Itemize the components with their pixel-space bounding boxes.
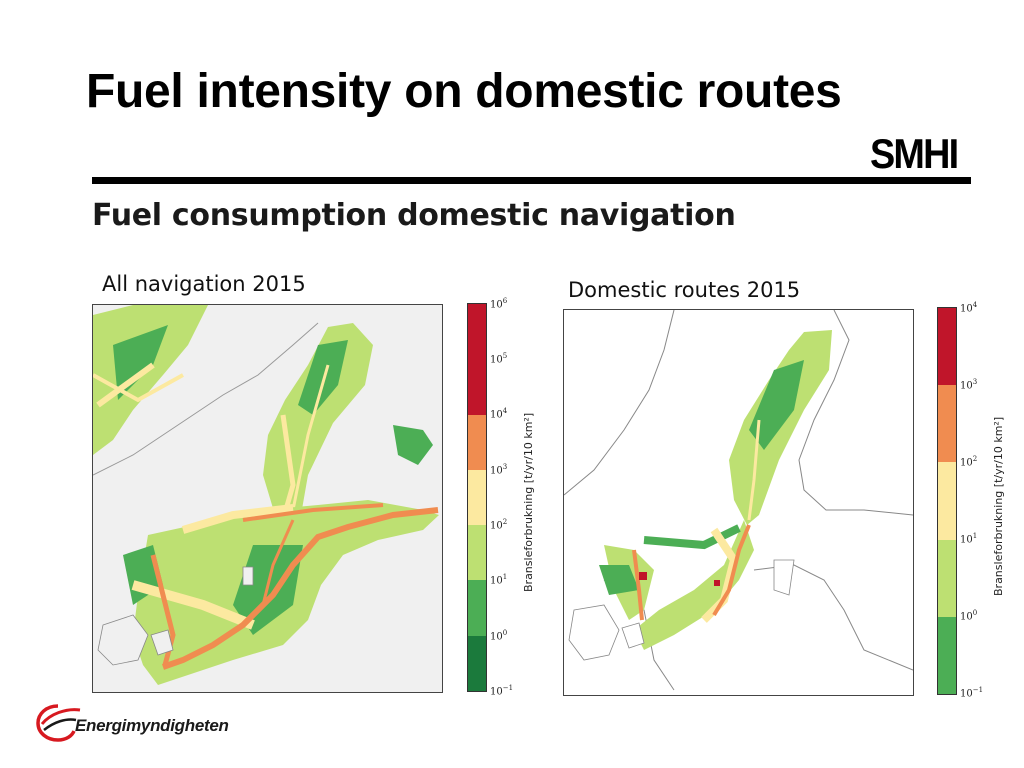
colorbar-segment [468,525,486,581]
title-divider [92,177,971,184]
left-cbar-tick: 106 [490,297,508,311]
colorbar-segment [938,539,956,617]
domestic-routes-map [563,309,914,696]
left-colorbar-label: Bransleforbrukning [t/yr/10 km²] [522,412,535,592]
left-cbar-tick: 102 [490,518,508,532]
colorbar-segment [468,304,486,360]
all-navigation-map-graphic [93,305,442,692]
colorbar-segment [468,359,486,415]
right-cbar-tick: 103 [960,378,978,392]
left-map-title: All navigation 2015 [102,272,306,296]
left-cbar-tick: 100 [490,629,508,643]
right-map-title: Domestic routes 2015 [568,278,801,302]
right-cbar-tick: 10−1 [960,686,984,700]
figure-subtitle: Fuel consumption domestic navigation [92,198,736,233]
colorbar-segment [938,385,956,463]
all-navigation-map [92,304,443,693]
right-cbar-tick: 101 [960,532,978,546]
agency-logo-text: Energimyndigheten [75,716,229,735]
all-navigation-colorbar [467,303,487,692]
slide-title: Fuel intensity on domestic routes [86,65,842,118]
left-cbar-tick: 104 [490,407,508,421]
left-cbar-tick: 10−1 [490,684,514,698]
right-colorbar-label: Bransleforbrukning [t/yr/10 km²] [992,416,1005,596]
colorbar-segment [468,580,486,636]
right-cbar-tick: 104 [960,301,978,315]
domestic-routes-map-graphic [564,310,913,695]
colorbar-segment [468,414,486,470]
colorbar-segment [468,469,486,526]
right-cbar-tick: 100 [960,609,978,623]
left-cbar-tick: 105 [490,352,508,366]
left-cbar-tick: 101 [490,573,508,587]
colorbar-segment [938,308,956,386]
energimyndigheten-logo-icon [36,704,81,742]
colorbar-segment [468,635,486,691]
colorbar-segment [938,462,956,540]
smhi-logo: SMHI [870,130,959,177]
domestic-routes-colorbar [937,307,957,695]
right-cbar-tick: 102 [960,455,978,469]
colorbar-segment [938,616,956,694]
left-cbar-tick: 103 [490,463,508,477]
